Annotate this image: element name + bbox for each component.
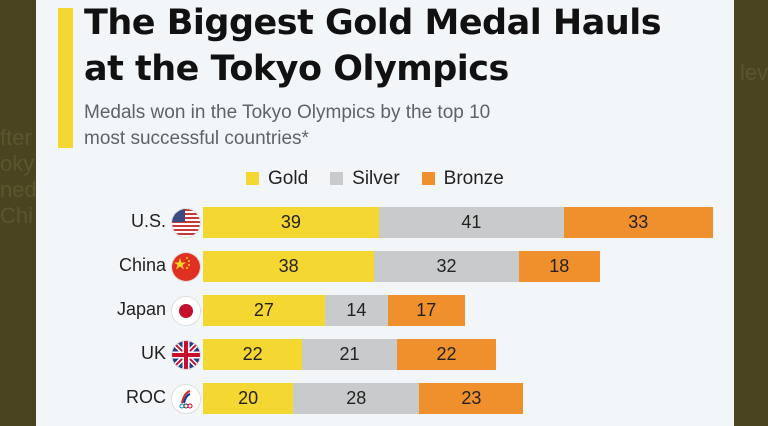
- bar-gold: 38: [203, 251, 375, 282]
- title-line-1: The Biggest Gold Medal Hauls: [84, 3, 662, 43]
- china-flag-icon: [171, 252, 201, 282]
- bar-gold: 20: [203, 383, 294, 414]
- accent-bar: [58, 8, 73, 148]
- category-label: ROC: [126, 387, 166, 407]
- legend-gold: Gold: [246, 168, 308, 190]
- roc-emblem-icon: [171, 384, 201, 414]
- us-flag-icon: [171, 208, 201, 238]
- bar-row: U.S. 39 41 33: [36, 207, 736, 238]
- bar-silver: 41: [378, 207, 564, 238]
- bar-bronze: 18: [518, 251, 600, 282]
- bar-silver: 32: [374, 251, 519, 282]
- bar-gold: 22: [203, 339, 303, 370]
- bar-gold: 39: [203, 207, 379, 238]
- bar-gold: 27: [203, 295, 325, 326]
- bar-silver: 21: [302, 339, 397, 370]
- bar-bronze: 22: [396, 339, 497, 370]
- chart-title: The Biggest Gold Medal Hauls at the Tokyo…: [84, 0, 662, 92]
- bar-row: Japan 27 14 17: [36, 295, 736, 326]
- subtitle-line-1: Medals won in the Tokyo Olympics by the …: [84, 102, 491, 123]
- background-text: fter oky ned Chi: [0, 125, 37, 228]
- background-text: lev: [740, 60, 768, 85]
- category-label: China: [118, 255, 166, 275]
- category-label: U.S.: [130, 211, 166, 231]
- subtitle-line-2: most successful countries*: [84, 128, 309, 149]
- bar-row: China 38 32 18: [36, 251, 736, 282]
- bar-bronze: 23: [419, 383, 524, 414]
- legend-bronze: Bronze: [421, 168, 504, 190]
- bar-row: UK 22 21 22: [36, 339, 736, 370]
- uk-flag-icon: [171, 340, 201, 370]
- chart-subtitle: Medals won in the Tokyo Olympics by the …: [84, 100, 490, 152]
- japan-flag-icon: [171, 296, 201, 326]
- category-label: UK: [140, 343, 166, 363]
- bar-bronze: 33: [563, 207, 713, 238]
- title-line-2: at the Tokyo Olympics: [84, 49, 509, 89]
- bar-silver: 14: [324, 295, 388, 326]
- chart-panel: The Biggest Gold Medal Hauls at the Tokyo…: [36, 0, 734, 426]
- legend-silver: Silver: [330, 168, 400, 190]
- legend: Gold Silver Bronze: [246, 168, 504, 190]
- bar-silver: 28: [293, 383, 420, 414]
- category-label: Japan: [116, 299, 166, 319]
- bar-row: ROC 20 28 23: [36, 383, 736, 414]
- bar-bronze: 17: [387, 295, 465, 326]
